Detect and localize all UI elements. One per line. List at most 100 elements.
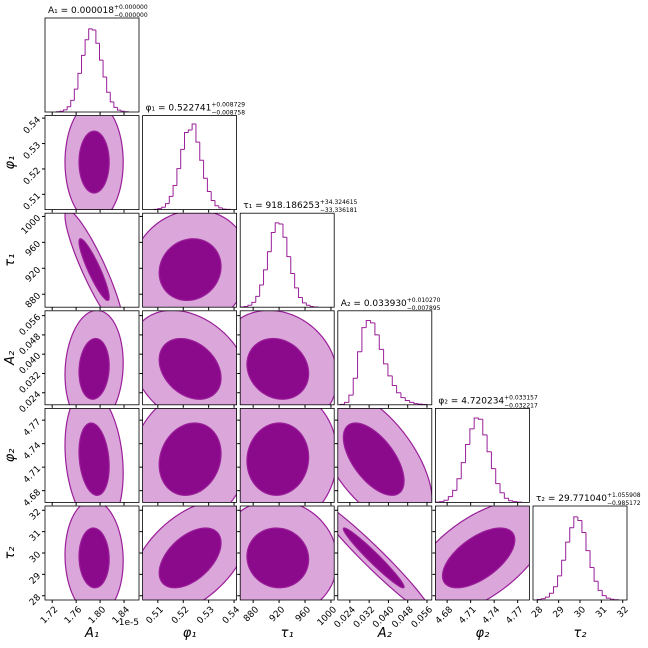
histogram-bin <box>102 60 107 78</box>
histogram-bin <box>282 224 287 238</box>
y-tick-label: 4.77 <box>22 417 43 438</box>
histogram-bin <box>274 222 280 233</box>
histogram-bin <box>301 297 307 304</box>
panel-frame <box>337 505 433 601</box>
histogram-bin <box>206 178 212 193</box>
y-tick-label: 31 <box>28 529 43 544</box>
title-plus: +1.055908 <box>607 492 641 499</box>
histogram-bin <box>370 320 375 324</box>
y-tick-label: 4.74 <box>22 441 43 462</box>
histogram-bin <box>482 419 488 436</box>
x-tick-label: 880 <box>242 605 261 624</box>
histogram-bin <box>544 596 550 599</box>
title-minus: −0.985172 <box>607 500 641 507</box>
y-tick-label: 880 <box>24 291 43 310</box>
x-tick-label: 0.52 <box>170 605 191 626</box>
inner-contour <box>342 422 405 496</box>
histogram-bin <box>270 231 276 252</box>
inner-contour <box>246 337 310 400</box>
panel: φ₁ = 0.522741+0.008729−0.008758 <box>142 102 245 213</box>
panel-frame <box>434 407 530 503</box>
inner-contour <box>246 422 310 496</box>
title-text: φ₁ = 0.522741 <box>146 104 212 114</box>
x-tick-label: 0.53 <box>195 605 216 626</box>
y-tick-label: 0.53 <box>22 141 43 162</box>
histogram-bin <box>222 207 227 210</box>
y-tick-label: 32 <box>28 507 43 522</box>
histogram-bin <box>348 394 354 403</box>
histogram-bin <box>91 28 96 31</box>
x-tick-label: 28 <box>530 605 545 620</box>
histogram-bin <box>113 101 118 108</box>
panel-frame <box>239 407 335 503</box>
x-axis-label: A₁ <box>84 626 99 641</box>
histogram-bin <box>581 520 586 534</box>
panel: τ₂ = 29.771040+1.055908−0.985172 28 29 30 31… <box>530 492 641 641</box>
panel-title: τ₁ = 918.186253+34.324615 <box>243 199 357 211</box>
panel-frame <box>142 407 238 503</box>
panel <box>139 212 238 311</box>
histogram-bin <box>469 428 475 445</box>
histogram-bin <box>569 527 574 543</box>
y-tick-label: 0.51 <box>22 191 43 212</box>
histogram-bin <box>473 417 479 429</box>
histogram-bin <box>605 595 611 599</box>
panel-frame <box>239 310 335 406</box>
x-tick-label: 0.51 <box>145 605 166 626</box>
histogram-bin <box>553 586 558 594</box>
title-plus: +0.000000 <box>114 4 148 11</box>
panel-frame <box>44 407 140 503</box>
histogram-bin <box>191 123 196 131</box>
x-tick-label: 4.77 <box>504 605 525 626</box>
histogram-bin <box>187 129 193 133</box>
y-tick-label: 1000 <box>20 213 43 236</box>
x-tick-label: 4.68 <box>434 605 455 626</box>
histogram-bin <box>88 28 93 40</box>
x-tick-label: 30 <box>573 605 588 620</box>
y-axis-label: τ₂ <box>3 546 18 559</box>
title-minus: −33.336181 <box>320 207 358 214</box>
panel: A₂ = 0.033930+0.010270−0.007895 <box>337 297 441 408</box>
inner-contour <box>158 527 222 589</box>
title-plus: +0.010270 <box>407 297 441 304</box>
x-axis-label: φ₁ <box>183 626 197 641</box>
panel <box>334 407 433 506</box>
histogram-bin <box>180 148 185 169</box>
title-text: φ₂ = 4.720234 <box>438 396 504 406</box>
histogram-bin <box>512 500 518 503</box>
histogram-bin <box>199 142 204 161</box>
histogram-bin <box>73 88 78 101</box>
outer-contour <box>337 511 426 600</box>
x-axis-label: τ₂ <box>573 626 586 641</box>
x-tick-label: 1.72 <box>39 605 60 626</box>
histogram-bin <box>565 541 570 561</box>
y-tick-label: 920 <box>24 265 43 284</box>
histogram-bin <box>400 392 406 399</box>
inner-contour <box>78 238 110 302</box>
histogram-bin <box>503 492 509 499</box>
x-axis-label: φ₂ <box>476 626 490 641</box>
title-minus: −0.032217 <box>504 402 538 409</box>
panel <box>139 407 238 506</box>
histogram-bin <box>218 205 223 209</box>
inner-contour <box>342 527 405 589</box>
x-tick-label: 1.80 <box>87 605 108 626</box>
histogram-bin <box>352 377 358 396</box>
histogram-bin <box>255 295 260 303</box>
histogram-bin <box>116 107 122 111</box>
histogram-bin <box>357 351 362 379</box>
histogram-bin <box>490 451 496 470</box>
panel-frame <box>44 310 140 406</box>
panel-frame <box>337 310 433 406</box>
histogram-bin <box>176 168 181 186</box>
panel: A₁ = 0.000018+0.000000−0.000000 <box>44 4 148 115</box>
title-plus: +0.033157 <box>504 394 538 401</box>
y-axis-label: A₂ <box>3 351 18 366</box>
histogram-bin <box>561 559 566 576</box>
panel-frame <box>142 115 238 210</box>
histogram-bin <box>391 375 397 387</box>
histogram-bin <box>106 77 111 93</box>
